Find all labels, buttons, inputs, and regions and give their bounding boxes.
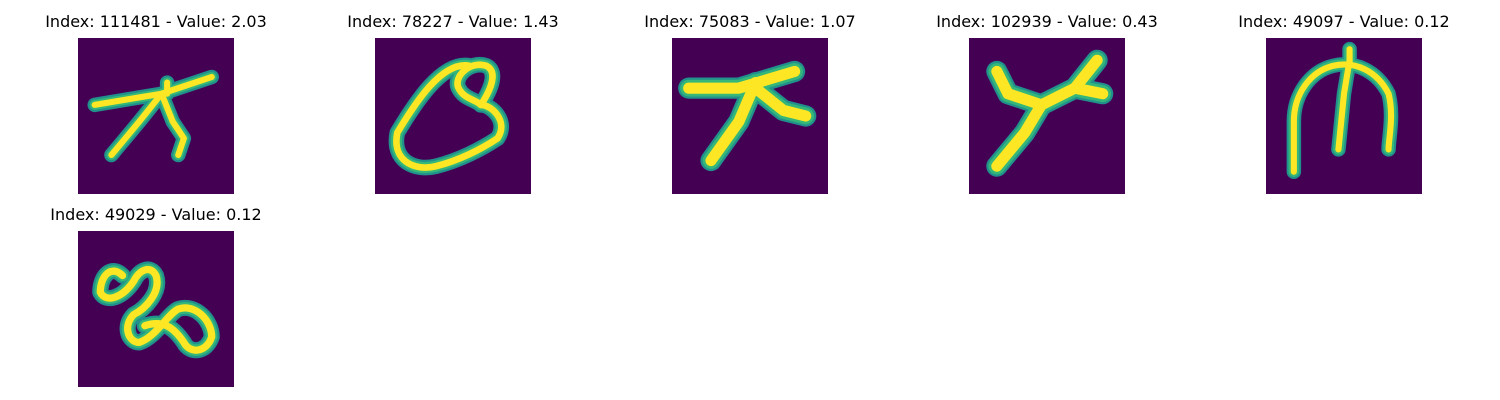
image-panel: Index: 49097 - Value: 0.12 [1214, 12, 1474, 202]
panel-title: Index: 102939 - Value: 0.43 [936, 12, 1158, 31]
glyph-image [375, 38, 531, 194]
image-panel: Index: 111481 - Value: 2.03 [26, 12, 286, 202]
glyph-drawing [78, 38, 234, 194]
image-panel: Index: 102939 - Value: 0.43 [917, 12, 1177, 202]
glyph-image [78, 38, 234, 194]
panel-title: Index: 111481 - Value: 2.03 [45, 12, 267, 31]
glyph-drawing [672, 38, 828, 194]
panel-title: Index: 75083 - Value: 1.07 [644, 12, 856, 31]
glyph-image [672, 38, 828, 194]
glyph-drawing [1266, 38, 1422, 194]
panel-title: Index: 78227 - Value: 1.43 [347, 12, 559, 31]
glyph-drawing [78, 231, 234, 387]
glyph-drawing [969, 38, 1125, 194]
glyph-drawing [375, 38, 531, 194]
glyph-image [1266, 38, 1422, 194]
glyph-image [78, 231, 234, 387]
glyph-image [969, 38, 1125, 194]
panel-title: Index: 49097 - Value: 0.12 [1238, 12, 1450, 31]
image-panel: Index: 75083 - Value: 1.07 [620, 12, 880, 202]
image-panel: Index: 78227 - Value: 1.43 [323, 12, 583, 202]
image-panel: Index: 49029 - Value: 0.12 [26, 205, 286, 395]
panel-title: Index: 49029 - Value: 0.12 [50, 205, 262, 224]
